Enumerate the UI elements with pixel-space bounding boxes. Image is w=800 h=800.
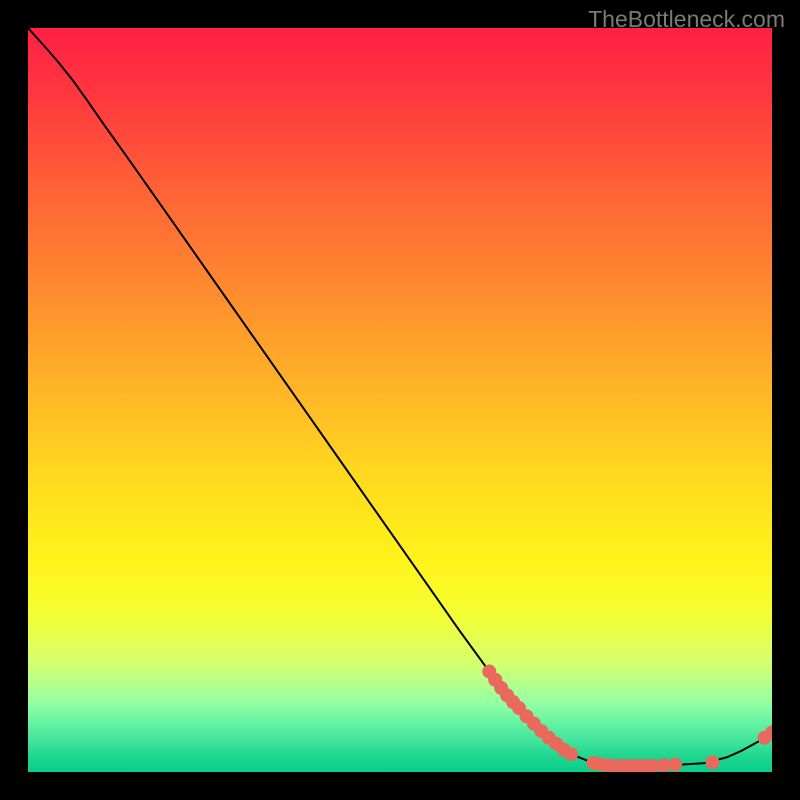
plot-area (28, 28, 772, 772)
data-marker (564, 747, 578, 761)
data-marker (668, 758, 682, 772)
data-marker (705, 755, 719, 769)
chart-canvas: TheBottleneck.com (0, 0, 800, 800)
gradient-background (28, 28, 772, 772)
chart-svg (28, 28, 772, 772)
